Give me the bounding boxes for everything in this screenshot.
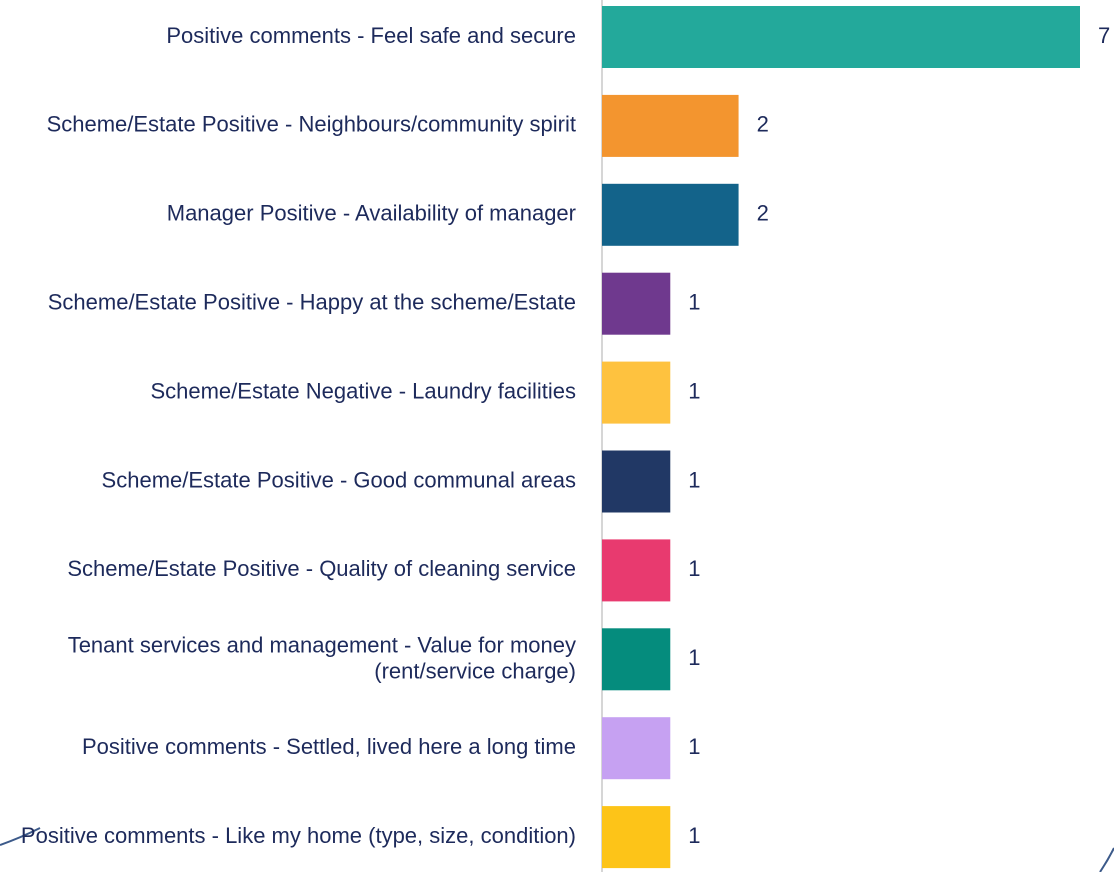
category-label: Scheme/Estate Positive - Quality of clea… (67, 556, 576, 581)
category-label: Positive comments - Feel safe and secure (166, 23, 576, 48)
value-label: 1 (688, 467, 700, 492)
bar (602, 183, 739, 246)
value-label: 1 (688, 734, 700, 759)
decor-arc (1099, 847, 1114, 872)
bar (602, 539, 671, 602)
bar (602, 806, 671, 869)
category-label: Scheme/Estate Positive - Neighbours/comm… (47, 112, 576, 137)
category-label: Scheme/Estate Negative - Laundry facilit… (150, 378, 576, 403)
category-label: Scheme/Estate Positive - Good communal a… (102, 467, 576, 492)
bar (602, 94, 739, 157)
value-label: 7 (1098, 23, 1110, 48)
category-label: Scheme/Estate Positive - Happy at the sc… (48, 290, 576, 315)
category-label: Manager Positive - Availability of manag… (167, 201, 576, 226)
category-label: Positive comments - Settled, lived here … (82, 734, 576, 759)
value-label: 1 (688, 823, 700, 848)
value-label: 2 (757, 201, 769, 226)
value-label: 2 (757, 112, 769, 137)
value-label: 1 (688, 645, 700, 670)
bar (602, 272, 671, 335)
bar (602, 6, 1080, 68)
value-label: 1 (688, 556, 700, 581)
category-label: Positive comments - Like my home (type, … (21, 823, 576, 848)
category-label: Tenant services and management - Value f… (68, 632, 576, 683)
decor-arc (0, 827, 41, 846)
bar (602, 628, 671, 691)
value-label: 1 (688, 290, 700, 315)
bar (602, 450, 671, 513)
bar (602, 717, 671, 780)
value-label: 1 (688, 378, 700, 403)
bar (602, 361, 671, 424)
